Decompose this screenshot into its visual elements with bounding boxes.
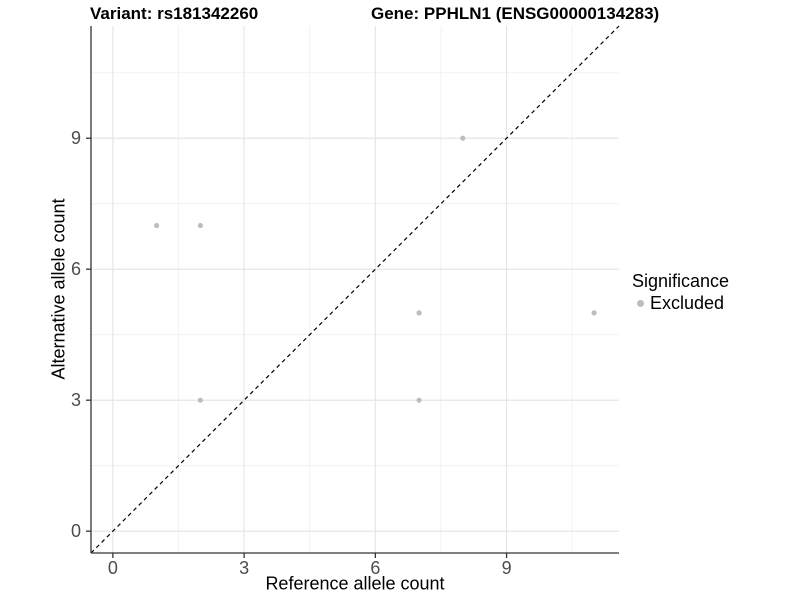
data-point [197, 222, 203, 229]
x-axis-title: Reference allele count [265, 573, 445, 594]
y-tick-label: 9 [71, 128, 81, 148]
excluded-point-icon [637, 299, 644, 307]
legend-title: Significance [632, 271, 730, 291]
data-point [197, 397, 203, 403]
x-tick-label: 0 [108, 558, 118, 578]
identity-dashed-line [90, 25, 620, 554]
legend-item-label: Excluded [650, 293, 725, 313]
data-point [154, 222, 160, 229]
x-tick-label: 9 [502, 558, 512, 578]
legend: Significance Excluded [632, 271, 729, 313]
y-tick-label: 6 [71, 259, 81, 279]
data-point [591, 310, 597, 316]
gene-title: Gene: PPHLN1 (ENSG00000134283) [371, 4, 660, 23]
data-point [460, 135, 466, 141]
x-tick-label: 6 [370, 558, 380, 578]
data-point [416, 310, 422, 316]
legend-item-excluded: Excluded [632, 293, 729, 313]
y-tick-label: 3 [71, 390, 81, 410]
y-tick-label: 0 [71, 521, 81, 541]
y-axis-title: Alternative allele count [48, 198, 69, 380]
variant-title: Variant: rs181342260 [90, 4, 259, 23]
data-point [416, 397, 422, 403]
x-tick-label: 3 [239, 558, 249, 578]
